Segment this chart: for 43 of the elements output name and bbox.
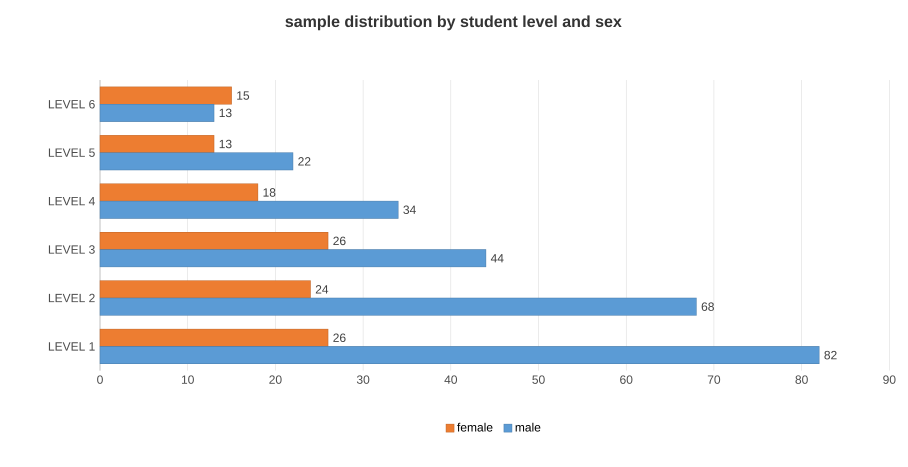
data-label: 34 bbox=[403, 206, 416, 214]
bar bbox=[100, 135, 214, 154]
y-tick-label: LEVEL 5 bbox=[48, 148, 95, 158]
bar bbox=[100, 346, 820, 364]
chart-title: sample distribution by student level and sex bbox=[285, 16, 622, 30]
y-tick-label: LEVEL 4 bbox=[48, 197, 95, 206]
bar bbox=[100, 329, 328, 347]
data-label: 68 bbox=[702, 302, 714, 312]
data-label: 13 bbox=[220, 108, 232, 118]
bar bbox=[100, 298, 697, 316]
y-tick-label: LEVEL 2 bbox=[48, 294, 95, 302]
data-label: 13 bbox=[220, 140, 232, 148]
x-tick-label: 20 bbox=[269, 376, 282, 384]
bar bbox=[100, 249, 486, 268]
x-tick-label: 30 bbox=[356, 376, 370, 384]
legend-label: male bbox=[516, 422, 540, 432]
data-label: 15 bbox=[237, 92, 250, 100]
x-tick-label: 10 bbox=[182, 376, 194, 384]
bar bbox=[100, 184, 258, 202]
y-tick-label: LEVEL 6 bbox=[48, 100, 95, 109]
data-label: 26 bbox=[333, 236, 346, 246]
data-label: 24 bbox=[316, 285, 328, 294]
legend-label: female bbox=[457, 422, 492, 432]
data-label: 44 bbox=[490, 254, 504, 263]
y-tick-label: LEVEL 3 bbox=[48, 245, 95, 254]
bar bbox=[100, 152, 294, 170]
x-tick-label: 40 bbox=[444, 376, 458, 384]
bar bbox=[100, 201, 398, 219]
bar bbox=[100, 86, 232, 105]
data-label: 22 bbox=[298, 157, 310, 166]
x-tick-label: 90 bbox=[883, 376, 896, 384]
x-tick-label: 50 bbox=[532, 376, 545, 384]
data-label: 18 bbox=[264, 188, 276, 197]
y-tick-label: LEVEL 1 bbox=[48, 342, 95, 351]
x-tick-label: 70 bbox=[708, 376, 720, 384]
bar bbox=[100, 280, 311, 298]
bar bbox=[100, 104, 214, 122]
x-tick-label: 0 bbox=[97, 376, 103, 384]
data-label: 26 bbox=[333, 334, 346, 342]
data-label: 82 bbox=[824, 351, 837, 360]
bar bbox=[100, 232, 328, 250]
x-tick-label: 60 bbox=[620, 376, 632, 384]
x-tick-label: 80 bbox=[795, 376, 808, 384]
